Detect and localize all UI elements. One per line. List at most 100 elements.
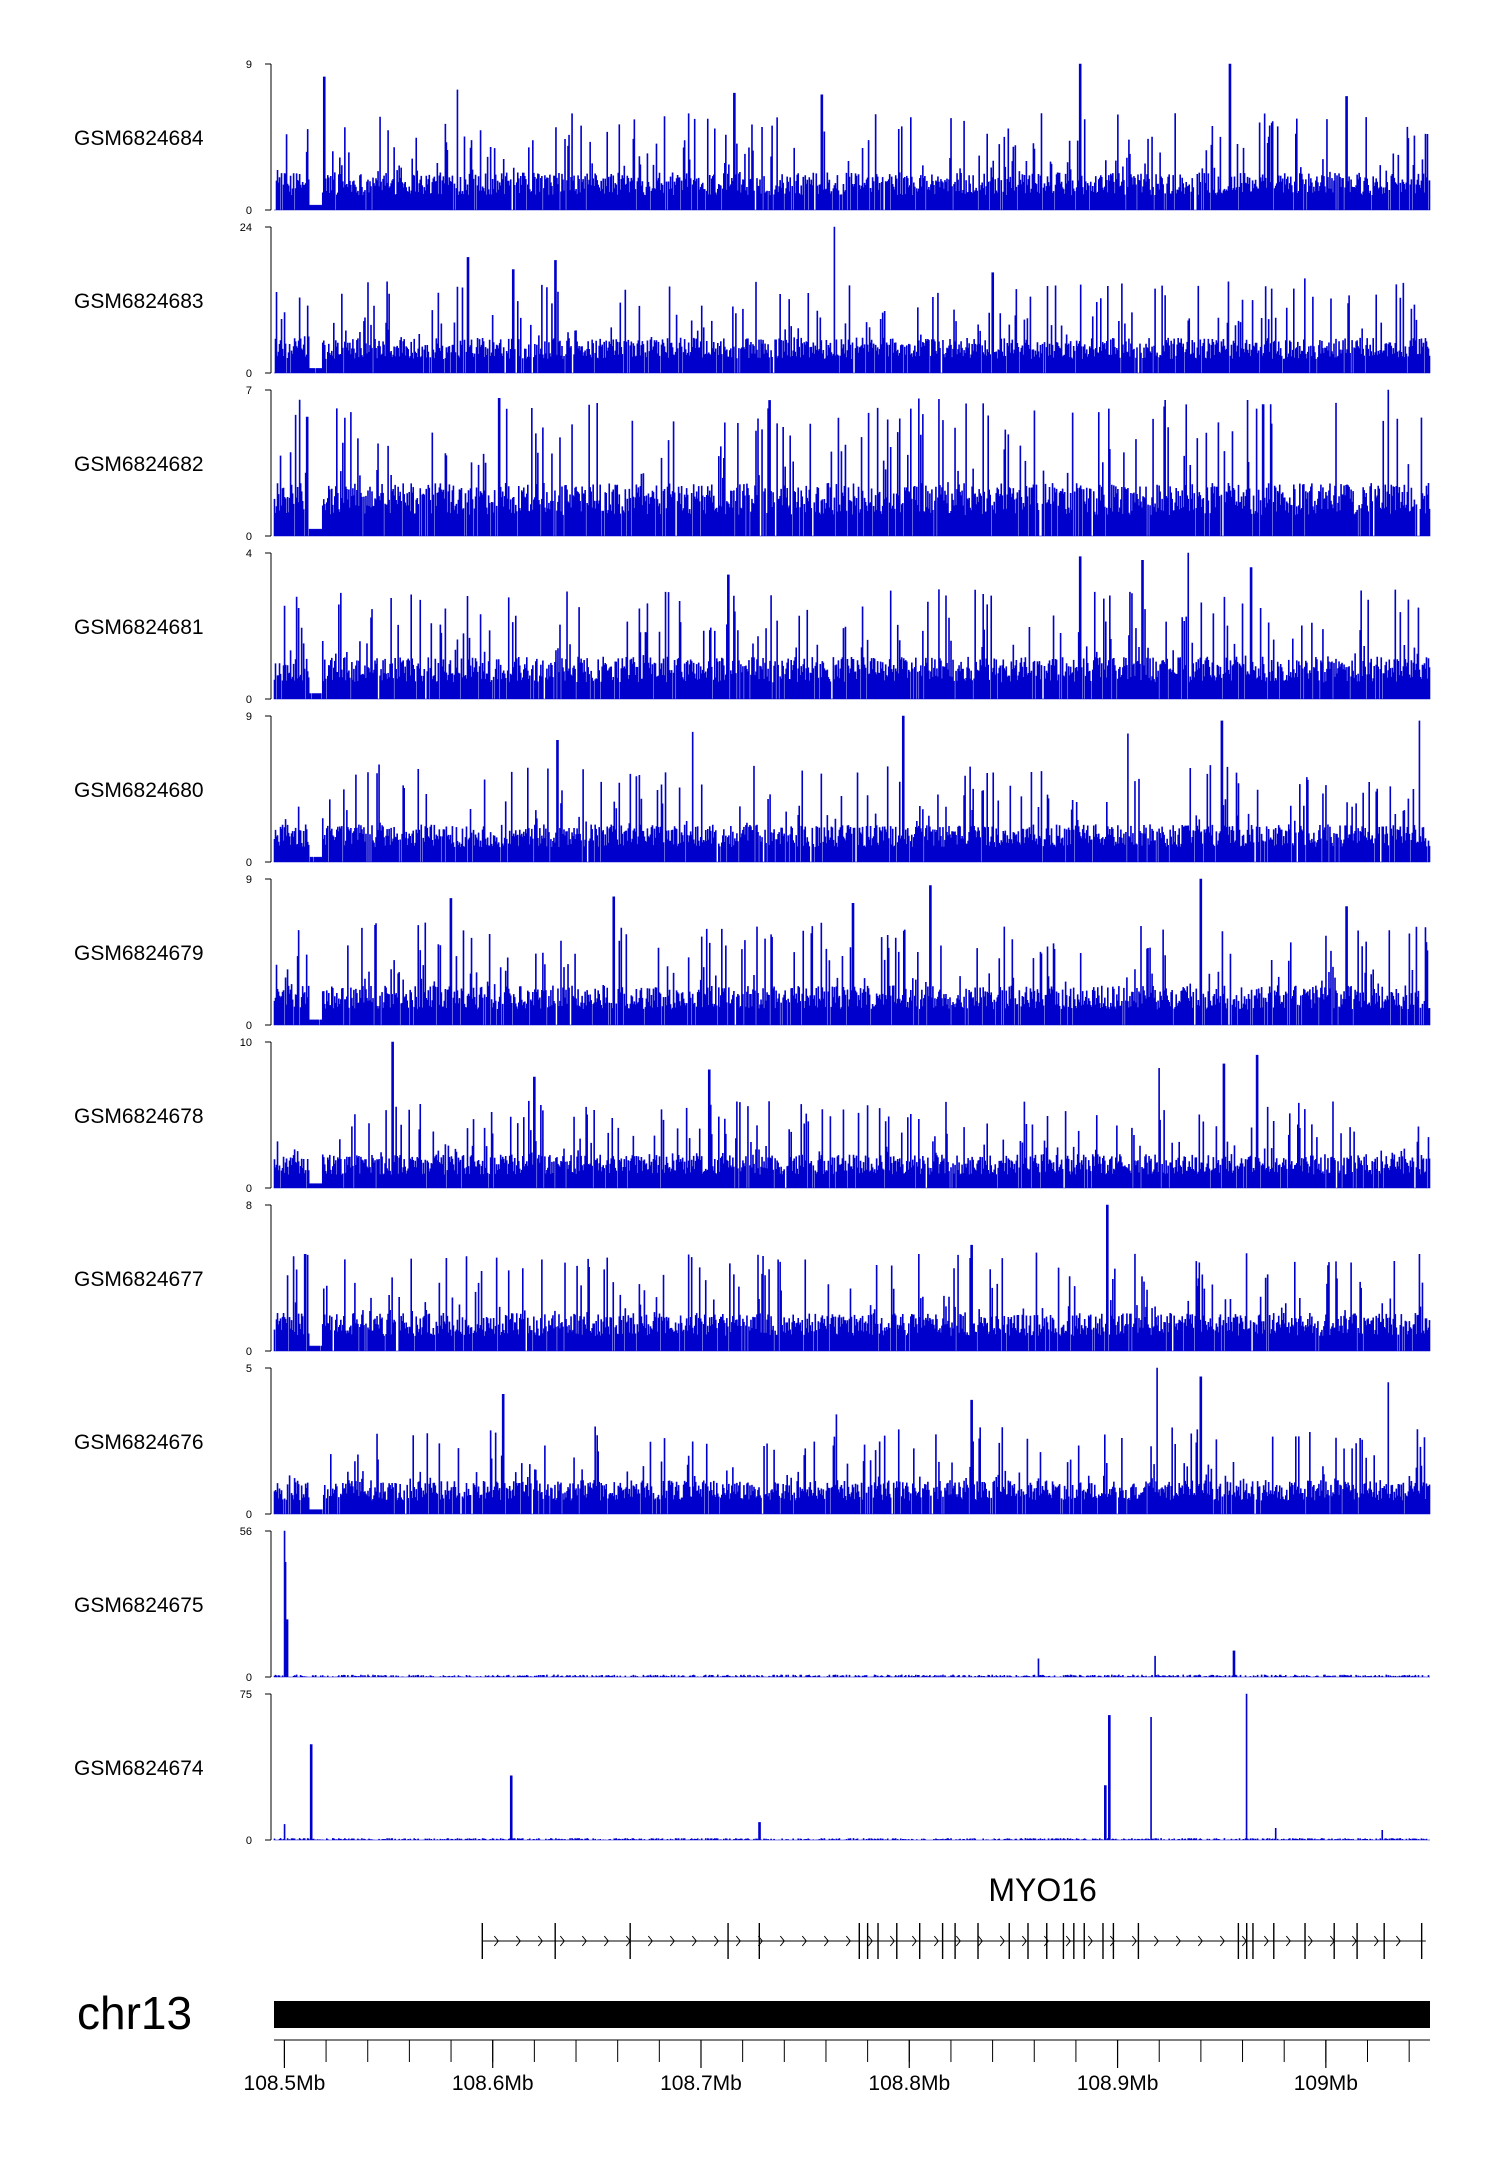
- y-tick-label-min: 0: [246, 531, 252, 543]
- strand-arrow: [999, 1935, 1005, 1947]
- chromosome-label: chr13: [77, 1987, 192, 2039]
- strand-arrow: [1087, 1935, 1093, 1947]
- x-tick-label: 108.7Mb: [660, 2072, 742, 2095]
- strand-arrow: [955, 1935, 961, 1947]
- y-tick-label-max: 56: [240, 1526, 252, 1538]
- track-GSM6824675: GSM6824675 56 0: [74, 1526, 1430, 1684]
- strand-arrow: [1065, 1935, 1071, 1947]
- track-label: GSM6824674: [74, 1757, 204, 1780]
- x-tick-label: 108.5Mb: [244, 2072, 326, 2095]
- chromosome-bar: [274, 2001, 1430, 2028]
- strand-arrow: [1109, 1935, 1115, 1947]
- track-GSM6824683: GSM6824683 24 0: [74, 222, 1431, 380]
- strand-arrow: [559, 1935, 565, 1947]
- track-GSM6824679: GSM6824679 9 0: [74, 874, 1431, 1032]
- strand-arrow: [537, 1935, 543, 1947]
- coverage-area: [274, 226, 1431, 374]
- track-label: GSM6824677: [74, 1268, 204, 1291]
- y-tick-label-max: 75: [240, 1689, 252, 1701]
- strand-arrow: [515, 1935, 521, 1947]
- track-label: GSM6824680: [74, 779, 204, 802]
- coverage-area: [273, 715, 1431, 863]
- coverage-area: [273, 878, 1431, 1026]
- y-tick-label-max: 8: [246, 1200, 252, 1212]
- track-GSM6824678: GSM6824678 10 0: [74, 1037, 1431, 1195]
- strand-arrow: [1395, 1935, 1401, 1947]
- coverage-area: [273, 1693, 1430, 1841]
- strand-arrow: [889, 1935, 895, 1947]
- y-tick-label-min: 0: [246, 1183, 252, 1195]
- coverage-area: [274, 63, 1431, 211]
- strand-arrow: [581, 1935, 587, 1947]
- track-label: GSM6824679: [74, 942, 204, 965]
- track-GSM6824677: GSM6824677 8 0: [74, 1200, 1431, 1358]
- strand-arrow: [647, 1935, 653, 1947]
- strand-arrow: [779, 1935, 785, 1947]
- track-GSM6824684: GSM6824684 9 0: [74, 59, 1431, 217]
- strand-arrow: [911, 1935, 917, 1947]
- strand-arrow: [801, 1935, 807, 1947]
- x-tick-label: 108.6Mb: [452, 2072, 534, 2095]
- y-tick-label-min: 0: [246, 1672, 252, 1684]
- coverage-tracks: GSM682468490GSM6824683240GSM682468270GSM…: [74, 59, 1431, 1847]
- track-label: GSM6824683: [74, 290, 204, 313]
- y-tick-label-min: 0: [246, 1020, 252, 1032]
- y-tick-label-max: 24: [240, 222, 252, 234]
- track-GSM6824680: GSM6824680 9 0: [74, 711, 1431, 869]
- coverage-area: [273, 389, 1431, 537]
- strand-arrow: [845, 1935, 851, 1947]
- strand-arrow: [1285, 1935, 1291, 1947]
- y-tick-label-max: 10: [240, 1037, 252, 1049]
- strand-arrow: [1175, 1935, 1181, 1947]
- coverage-area: [273, 552, 1431, 700]
- strand-arrow: [691, 1935, 697, 1947]
- y-tick-label-max: 4: [246, 548, 252, 560]
- y-tick-label-max: 9: [246, 59, 252, 71]
- y-tick-label-min: 0: [246, 368, 252, 380]
- strand-arrow: [1021, 1935, 1027, 1947]
- coverage-area: [273, 1530, 1430, 1678]
- y-tick-label-min: 0: [246, 694, 252, 706]
- strand-arrow: [1043, 1935, 1049, 1947]
- strand-arrow: [713, 1935, 719, 1947]
- track-label: GSM6824684: [74, 127, 204, 150]
- gene-name-label: MYO16: [988, 1872, 1096, 1908]
- strand-arrow: [867, 1935, 873, 1947]
- strand-arrow: [1351, 1935, 1357, 1947]
- track-label: GSM6824676: [74, 1431, 204, 1454]
- track-GSM6824681: GSM6824681 4 0: [74, 548, 1431, 706]
- track-label: GSM6824682: [74, 453, 204, 476]
- y-tick-label-min: 0: [246, 1835, 252, 1847]
- strand-arrow: [933, 1935, 939, 1947]
- track-GSM6824674: GSM6824674 75 0: [74, 1689, 1430, 1847]
- strand-arrow: [1263, 1935, 1269, 1947]
- strand-arrow: [1153, 1935, 1159, 1947]
- x-tick-label: 108.9Mb: [1077, 2072, 1159, 2095]
- x-tick-label: 109Mb: [1294, 2072, 1358, 2095]
- gene-annotation-track: MYO16: [481, 1872, 1426, 1959]
- track-GSM6824682: GSM6824682 7 0: [74, 385, 1431, 543]
- y-tick-label-min: 0: [246, 1509, 252, 1521]
- strand-arrow: [669, 1935, 675, 1947]
- y-tick-label-min: 0: [246, 857, 252, 869]
- track-GSM6824676: GSM6824676 5 0: [74, 1363, 1431, 1521]
- chromosome-ideogram: chr13: [77, 1987, 1430, 2039]
- coverage-area: [273, 1204, 1431, 1352]
- track-label: GSM6824681: [74, 616, 204, 639]
- coverage-area: [273, 1367, 1431, 1515]
- strand-arrow: [603, 1935, 609, 1947]
- y-tick-label-max: 5: [246, 1363, 252, 1375]
- strand-arrow: [823, 1935, 829, 1947]
- strand-arrow: [1197, 1935, 1203, 1947]
- strand-arrow: [1219, 1935, 1225, 1947]
- y-tick-label-min: 0: [246, 205, 252, 217]
- coverage-area: [273, 1041, 1431, 1189]
- x-tick-label: 108.8Mb: [868, 2072, 950, 2095]
- genome-axis: 108.5Mb 108.6Mb 108.7Mb 108.8Mb 108.9Mb 109Mb: [244, 2039, 1430, 2095]
- y-tick-label-max: 7: [246, 385, 252, 397]
- y-tick-label-max: 9: [246, 711, 252, 723]
- track-label: GSM6824678: [74, 1105, 204, 1128]
- strand-arrow: [1131, 1935, 1137, 1947]
- y-tick-label-max: 9: [246, 874, 252, 886]
- strand-arrow: [735, 1935, 741, 1947]
